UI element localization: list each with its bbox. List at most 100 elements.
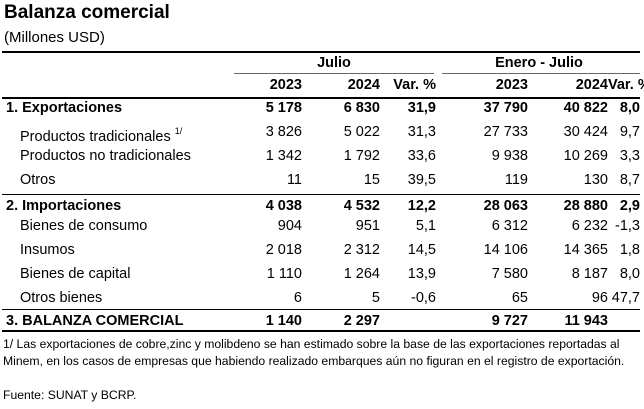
table-title: Balanza comercial: [4, 2, 170, 23]
row-label-text: 1. Exportaciones: [6, 100, 123, 116]
table-cell: 31,3: [407, 124, 436, 140]
table-cell: 2 018: [265, 242, 302, 258]
table-cell: 2 297: [343, 313, 380, 329]
row-label-text: Productos no tradicionales: [20, 148, 191, 164]
table-cell: 30 424: [563, 124, 608, 140]
table-cell: 27 733: [483, 124, 528, 140]
table-cell: 1 342: [265, 148, 302, 164]
table-row: Productos no tradicionales 1 342 1 792 33,6…: [2, 145, 640, 168]
table-cell: 14 365: [563, 242, 608, 258]
table-cell: 9 938: [491, 148, 528, 164]
table-cell: 40 822: [563, 100, 608, 116]
footnote-marker: 1/: [174, 126, 183, 136]
table-cell: 5 022: [343, 124, 380, 140]
table-cell: 33,6: [407, 148, 436, 164]
row-label-text: Bienes de consumo: [20, 218, 148, 234]
header-rule: [2, 97, 640, 99]
table-row: Bienes de consumo 904 951 5,1 6 312 6 232 -1,3: [2, 215, 640, 238]
table-row: Productos tradicionales 1/3 826 5 022 31,3…: [2, 121, 640, 145]
col-header-2023-enero-julio: 2023: [495, 77, 528, 93]
table-cell: 96: [591, 290, 608, 306]
table-cell: 14 106: [483, 242, 528, 258]
table-cell: 3 826: [265, 124, 302, 140]
table-cell: 11: [286, 172, 302, 188]
col-header-var-julio: Var. %: [393, 77, 436, 93]
table-cell: 6 830: [343, 100, 380, 116]
table-row: 3. BALANZA COMERCIAL 1 140 2 297 9 727 11 94…: [2, 310, 640, 333]
table-cell: 39,5: [407, 172, 436, 188]
top-rule: [2, 51, 640, 53]
table-cell: 14,5: [407, 242, 436, 258]
table-row: Bienes de capital 1 110 1 264 13,9 7 580 8 18…: [2, 263, 640, 286]
table-cell: 9 727: [491, 313, 528, 329]
table-cell: 8,0: [619, 266, 640, 282]
column-header-row: 2023 2024 Var. % 2023 2024 Var. %: [2, 74, 644, 97]
table-cell: 65: [511, 290, 528, 306]
table-cell: 1 792: [343, 148, 380, 164]
row-label: Productos tradicionales 1/: [20, 121, 183, 145]
table-cell: 10 269: [563, 148, 608, 164]
table-cell: 31,9: [407, 100, 436, 116]
table-cell: -1,3: [615, 218, 640, 234]
section-rule-imports: [2, 194, 640, 195]
row-label: Otros: [20, 169, 55, 192]
table-cell: 1 140: [265, 313, 302, 329]
table-cell: 1 264: [343, 266, 380, 282]
table-cell: 13,9: [407, 266, 436, 282]
row-label: 3. BALANZA COMERCIAL: [6, 310, 183, 333]
group-underline-enero-julio: [442, 73, 640, 74]
table-cell: 5,1: [415, 218, 436, 234]
table-cell: 47,7: [611, 290, 640, 306]
group-header-julio: Julio: [317, 55, 351, 71]
table-cell: 1,8: [619, 242, 640, 258]
col-header-2024-julio: 2024: [347, 77, 380, 93]
table-cell: 15: [363, 172, 380, 188]
table-cell: 2 312: [343, 242, 380, 258]
table-row: Otros bienes 6 5 -0,6 65 96 47,7: [2, 287, 640, 310]
table-cell: 5 178: [265, 100, 302, 116]
row-label-text: Productos tradicionales: [20, 128, 171, 145]
table-subtitle: (Millones USD): [4, 29, 105, 46]
table-cell: 119: [504, 172, 528, 188]
table-cell: 6: [293, 290, 302, 306]
table-cell: 4 038: [265, 198, 302, 214]
table-cell: 951: [355, 218, 380, 234]
table-row: Otros 11 15 39,5 119 130 8,7: [2, 169, 640, 192]
table-cell: 5: [371, 290, 380, 306]
table-cell: 1 110: [266, 266, 302, 282]
table-cell: 28 063: [483, 198, 528, 214]
row-label: 1. Exportaciones: [6, 97, 122, 120]
table-cell: 904: [277, 218, 302, 234]
group-header-enero-julio: Enero - Julio: [495, 55, 583, 71]
col-header-2023-julio: 2023: [269, 77, 302, 93]
table-cell: 9,7: [619, 124, 640, 140]
table-cell: 130: [583, 172, 608, 188]
table-cell: 3,3: [619, 148, 640, 164]
table-cell: 6 312: [491, 218, 528, 234]
row-label: Bienes de consumo: [20, 215, 147, 238]
table-cell: 7 580: [491, 266, 528, 282]
table-cell: 4 532: [343, 198, 380, 214]
row-label-text: Insumos: [20, 242, 75, 258]
row-label: 2. Importaciones: [6, 195, 121, 218]
table-cell: 8,0: [619, 100, 640, 116]
row-label-text: 2. Importaciones: [6, 198, 122, 214]
row-label-text: Otros: [20, 172, 56, 188]
table-cell: 12,2: [407, 198, 436, 214]
col-header-var-enero-julio: Var. %: [608, 77, 644, 93]
table-row: Insumos 2 018 2 312 14,5 14 106 14 365 1,8: [2, 239, 640, 262]
table-cell: -0,6: [411, 290, 436, 306]
footnote: 1/ Las exportaciones de cobre,zinc y mol…: [3, 337, 625, 368]
table-cell: 8 187: [571, 266, 608, 282]
table-row: 2. Importaciones 4 038 4 532 12,2 28 063 28 8…: [2, 195, 640, 218]
row-label: Bienes de capital: [20, 263, 130, 286]
row-label: Otros bienes: [20, 287, 102, 310]
table-row: 1. Exportaciones 5 178 6 830 31,9 37 790 40 8…: [2, 97, 640, 120]
table-cell: 28 880: [563, 198, 608, 214]
section-rule-balance: [2, 309, 640, 310]
row-label: Insumos: [20, 239, 75, 262]
table-cell: 8,7: [619, 172, 640, 188]
table-cell: 11 943: [564, 313, 608, 329]
row-label-text: Bienes de capital: [20, 266, 131, 282]
group-underline-julio: [234, 73, 434, 74]
